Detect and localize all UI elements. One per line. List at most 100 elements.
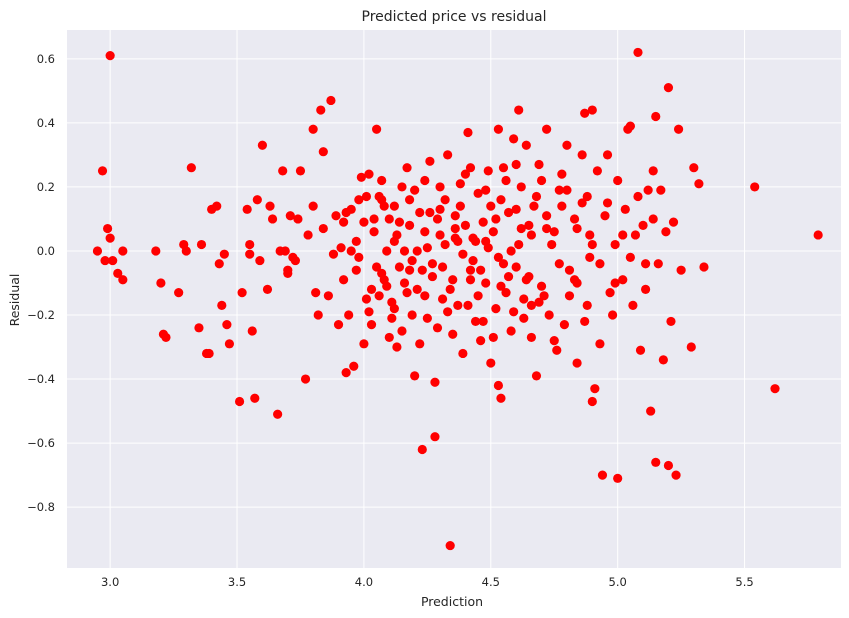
data-point	[425, 207, 435, 218]
data-point	[417, 444, 427, 455]
data-point	[676, 265, 686, 275]
data-point	[602, 198, 613, 208]
y-tick-label: −0.8	[27, 500, 55, 514]
data-point	[488, 332, 498, 343]
data-point	[605, 287, 615, 298]
data-point	[105, 233, 115, 243]
data-point	[519, 294, 529, 304]
data-point	[399, 246, 410, 256]
data-point	[585, 252, 595, 262]
data-point	[509, 134, 519, 144]
data-point	[620, 204, 630, 214]
data-point	[460, 169, 471, 179]
data-point	[663, 83, 674, 93]
data-point	[450, 223, 460, 234]
data-point	[587, 239, 597, 250]
data-point	[651, 457, 661, 467]
data-point	[493, 252, 504, 262]
data-point	[422, 313, 432, 323]
data-point	[387, 313, 397, 323]
data-point	[564, 265, 575, 275]
data-point	[534, 159, 544, 170]
data-point	[547, 239, 557, 250]
data-point	[476, 265, 486, 275]
data-point	[640, 259, 651, 269]
data-point	[366, 320, 377, 330]
data-point	[564, 291, 575, 301]
data-point	[113, 268, 123, 278]
data-point	[369, 227, 379, 237]
data-point	[526, 300, 537, 311]
data-point	[407, 255, 417, 266]
data-point	[549, 227, 559, 237]
data-point	[346, 204, 356, 214]
data-point	[503, 271, 514, 282]
x-tick-label: 4.0	[355, 575, 373, 589]
data-point	[671, 470, 681, 480]
data-point	[488, 227, 498, 237]
data-point	[224, 339, 235, 349]
data-point	[399, 278, 410, 288]
data-point	[569, 214, 580, 224]
data-point	[493, 124, 504, 134]
data-point	[610, 239, 620, 250]
data-point	[222, 320, 232, 330]
data-point	[463, 127, 473, 138]
data-point	[668, 217, 679, 227]
data-point	[300, 374, 311, 384]
y-tick-label: 0.4	[37, 116, 55, 130]
data-point	[278, 166, 288, 176]
data-point	[435, 204, 445, 214]
x-tick-label: 5.0	[609, 575, 627, 589]
data-point	[572, 358, 582, 368]
data-point	[374, 291, 384, 301]
data-point	[544, 310, 554, 320]
data-point	[506, 246, 516, 256]
data-point	[326, 95, 336, 106]
data-point	[496, 281, 506, 291]
data-point	[437, 262, 448, 272]
data-point	[196, 239, 207, 250]
y-tick-label: −0.6	[27, 436, 55, 450]
data-point	[625, 121, 635, 131]
data-point	[336, 243, 346, 253]
data-point	[536, 175, 547, 186]
data-point	[483, 166, 493, 176]
data-point	[450, 233, 460, 243]
data-point	[486, 358, 496, 368]
data-point	[770, 384, 780, 394]
data-point	[689, 163, 699, 173]
data-point	[557, 201, 567, 211]
data-point	[613, 175, 623, 186]
data-point	[473, 188, 483, 198]
data-point	[686, 342, 696, 352]
data-point	[369, 214, 379, 224]
data-point	[580, 316, 590, 327]
data-point	[663, 460, 674, 471]
data-point	[448, 275, 458, 285]
data-point	[204, 348, 214, 359]
data-point	[361, 294, 372, 304]
data-point	[377, 268, 387, 278]
data-point	[392, 230, 402, 240]
data-point	[108, 255, 118, 266]
data-point	[323, 291, 333, 301]
data-point	[549, 336, 559, 346]
data-point	[562, 185, 572, 195]
data-point	[331, 211, 341, 221]
data-point	[366, 284, 377, 294]
data-point	[364, 307, 374, 317]
data-point	[402, 163, 412, 173]
data-point	[602, 150, 613, 160]
data-point	[536, 281, 547, 291]
data-point	[316, 105, 326, 115]
data-point	[491, 214, 501, 224]
data-point	[509, 307, 519, 317]
data-point	[465, 275, 476, 285]
data-point	[344, 310, 354, 320]
data-point	[534, 297, 544, 307]
data-point	[372, 262, 382, 272]
data-point	[384, 332, 394, 343]
data-point	[255, 255, 265, 266]
